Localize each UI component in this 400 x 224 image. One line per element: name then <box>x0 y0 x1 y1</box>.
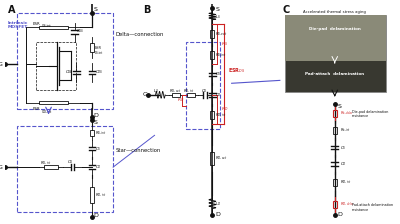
Bar <box>186 42 220 129</box>
Text: D: D <box>215 212 220 217</box>
Text: S: S <box>338 104 342 109</box>
Text: $R_{G,ext}$: $R_{G,ext}$ <box>169 87 182 95</box>
Text: $R_D$: $R_D$ <box>221 106 228 113</box>
Text: $C_D$: $C_D$ <box>340 160 346 168</box>
Text: G: G <box>0 62 2 67</box>
Text: S: S <box>94 6 98 12</box>
Bar <box>285 15 386 92</box>
Text: $R_{s,dela}$: $R_{s,dela}$ <box>340 109 353 117</box>
Text: D: D <box>338 212 342 217</box>
Text: DS,int: DS,int <box>95 51 103 55</box>
Text: $R_{D,dela}$: $R_{D,dela}$ <box>340 200 354 208</box>
Text: $R_{D,int}$: $R_{D,int}$ <box>215 111 227 119</box>
Text: Die-pad  delamination: Die-pad delamination <box>309 27 361 31</box>
Text: $C_G$: $C_G$ <box>201 87 208 95</box>
Text: $R_{G,int}$: $R_{G,int}$ <box>184 87 195 95</box>
Text: MOSFET: MOSFET <box>8 25 28 29</box>
Text: Intrinsic: Intrinsic <box>8 21 28 25</box>
Bar <box>333 179 337 186</box>
Bar <box>17 13 113 109</box>
Bar <box>285 15 386 61</box>
Text: $L_S$: $L_S$ <box>215 13 221 21</box>
Bar <box>90 187 94 203</box>
Text: GD,int: GD,int <box>42 110 52 114</box>
Text: ESR: ESR <box>32 22 40 26</box>
Bar <box>17 126 113 212</box>
Text: $R_{S,int}$: $R_{S,int}$ <box>95 130 106 137</box>
Text: D: D <box>94 113 99 118</box>
Bar <box>38 101 68 104</box>
Text: $R_{G,int}$: $R_{G,int}$ <box>40 159 52 167</box>
Text: $R_{s,int}$: $R_{s,int}$ <box>340 127 351 134</box>
Text: G: G <box>0 165 2 170</box>
Text: $C_{DS}$: $C_{DS}$ <box>95 69 103 76</box>
Text: $R_{S,int}$: $R_{S,int}$ <box>215 52 227 59</box>
Bar <box>210 51 214 59</box>
Text: $C_D$: $C_D$ <box>215 91 222 99</box>
Text: $R_{S,ext}$: $R_{S,ext}$ <box>215 30 228 38</box>
Text: $R_S$: $R_S$ <box>221 40 228 47</box>
Bar <box>90 43 94 52</box>
Text: ESR$_{DS}$: ESR$_{DS}$ <box>228 66 245 75</box>
Text: $R_{D,int}$: $R_{D,int}$ <box>340 179 351 186</box>
Text: D: D <box>94 213 99 218</box>
Bar <box>333 200 337 208</box>
Text: $L_G$: $L_G$ <box>153 87 159 95</box>
Text: $R_{D,ext}$: $R_{D,ext}$ <box>215 155 228 162</box>
Text: Accelerated thermal stress aging: Accelerated thermal stress aging <box>303 10 366 14</box>
Bar <box>210 111 214 119</box>
Text: ESR: ESR <box>95 46 102 50</box>
Text: $C_D$: $C_D$ <box>95 163 102 171</box>
Text: G: G <box>143 92 148 97</box>
Bar <box>333 110 337 117</box>
Text: $C_S$: $C_S$ <box>95 145 101 153</box>
Text: $R_{D,int}$: $R_{D,int}$ <box>95 191 106 199</box>
Text: Die-pad delamination
resistance: Die-pad delamination resistance <box>352 110 388 118</box>
Bar <box>187 93 195 97</box>
Text: GS,int: GS,int <box>42 24 52 28</box>
Bar <box>333 127 337 134</box>
Text: B: B <box>143 5 150 15</box>
Text: $L_D$: $L_D$ <box>215 200 222 208</box>
Text: Delta—connection: Delta—connection <box>116 32 164 37</box>
Text: $C_{GS}$: $C_{GS}$ <box>76 27 85 35</box>
Text: Star—connection: Star—connection <box>116 148 161 153</box>
Text: Pad-attach  delamination: Pad-attach delamination <box>305 72 364 76</box>
Bar <box>210 30 214 39</box>
Bar <box>44 166 58 169</box>
Text: $C_S$: $C_S$ <box>215 71 222 78</box>
Bar <box>36 42 76 90</box>
Text: C: C <box>283 5 290 15</box>
Bar <box>38 26 68 29</box>
Text: S: S <box>215 6 219 12</box>
Text: $C_S$: $C_S$ <box>340 144 346 152</box>
Text: ESR: ESR <box>32 107 40 111</box>
Text: $C_{GB}$: $C_{GB}$ <box>65 69 74 76</box>
Text: A: A <box>8 5 16 15</box>
Bar <box>172 93 180 97</box>
Text: S: S <box>94 120 98 125</box>
Text: $C_G$: $C_G$ <box>67 159 74 166</box>
Text: Pad-attach delamination
resistance: Pad-attach delamination resistance <box>352 203 393 212</box>
Bar <box>210 152 214 164</box>
Text: $R_G$: $R_G$ <box>177 97 184 104</box>
Bar <box>90 130 94 136</box>
